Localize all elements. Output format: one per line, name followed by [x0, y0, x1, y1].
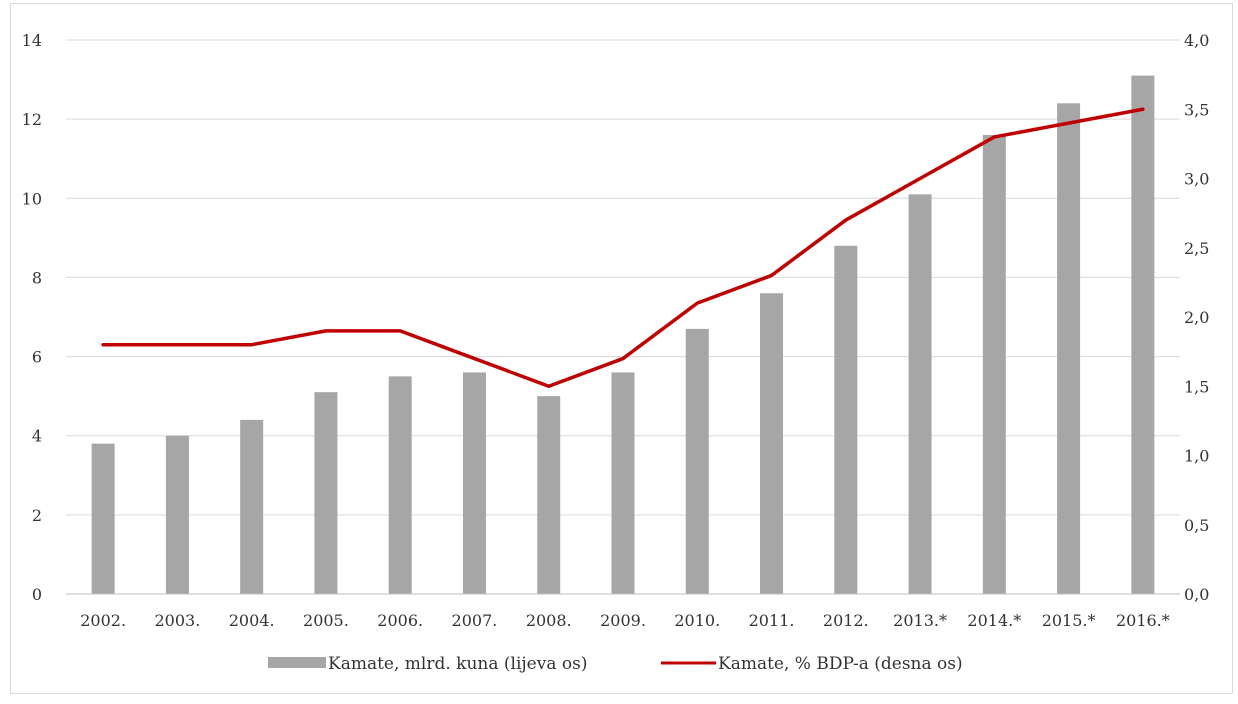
y-left-tick-label: 2: [32, 506, 42, 525]
x-tick-label: 2013.*: [893, 611, 947, 630]
bar: [1057, 103, 1080, 594]
bar: [240, 420, 263, 594]
y-left-tick-label: 4: [32, 427, 42, 446]
x-tick-label: 2007.: [452, 611, 498, 630]
y-right-tick-label: 3,5: [1184, 100, 1209, 119]
bar: [314, 392, 337, 594]
x-tick-label: 2004.: [229, 611, 275, 630]
x-tick-label: 2011.: [749, 611, 795, 630]
bar: [760, 293, 783, 594]
y-left-tick-label: 12: [22, 110, 42, 129]
x-tick-label: 2015.*: [1042, 611, 1096, 630]
bar: [166, 436, 189, 594]
y-right-tick-label: 3,0: [1184, 170, 1209, 189]
x-tick-label: 2016.*: [1116, 611, 1170, 630]
y-right-tick-label: 1,5: [1184, 377, 1209, 396]
y-right-tick-label: 2,0: [1184, 308, 1209, 327]
y-left-tick-label: 0: [32, 585, 42, 604]
x-tick-label: 2003.: [154, 611, 200, 630]
bar: [463, 372, 486, 594]
bar: [1131, 76, 1154, 594]
x-tick-label: 2008.: [526, 611, 572, 630]
x-tick-label: 2006.: [377, 611, 423, 630]
x-tick-label: 2009.: [600, 611, 646, 630]
y-left-tick-label: 10: [22, 189, 42, 208]
bar: [612, 372, 635, 594]
bar: [389, 376, 412, 594]
y-right-tick-label: 1,0: [1184, 447, 1209, 466]
y-right-tick-label: 4,0: [1184, 31, 1209, 50]
y-left-tick-label: 14: [22, 31, 42, 50]
bar: [909, 194, 932, 594]
bar: [537, 396, 560, 594]
bar: [834, 246, 857, 594]
legend: Kamate, mlrd. kuna (lijeva os) Kamate, %…: [268, 654, 963, 674]
bar-series: [92, 76, 1155, 594]
legend-line-label: Kamate, % BDP-a (desna os): [718, 654, 963, 674]
x-tick-label: 2005.: [303, 611, 349, 630]
y-right-tick-label: 0,5: [1184, 516, 1209, 535]
x-tick-label: 2002.: [80, 611, 126, 630]
legend-bar-label: Kamate, mlrd. kuna (lijeva os): [328, 654, 587, 674]
y-left-tick-label: 6: [32, 348, 42, 367]
x-tick-label: 2012.: [823, 611, 869, 630]
bar: [983, 135, 1006, 594]
y-left-tick-label: 8: [32, 268, 42, 287]
y-right-tick-label: 0,0: [1184, 585, 1209, 604]
x-tick-label: 2010.: [674, 611, 720, 630]
y-right-tick-label: 2,5: [1184, 239, 1209, 258]
legend-bar-swatch: [268, 657, 326, 668]
x-tick-label: 2014.*: [967, 611, 1021, 630]
bar: [92, 444, 115, 594]
bar: [686, 329, 709, 594]
